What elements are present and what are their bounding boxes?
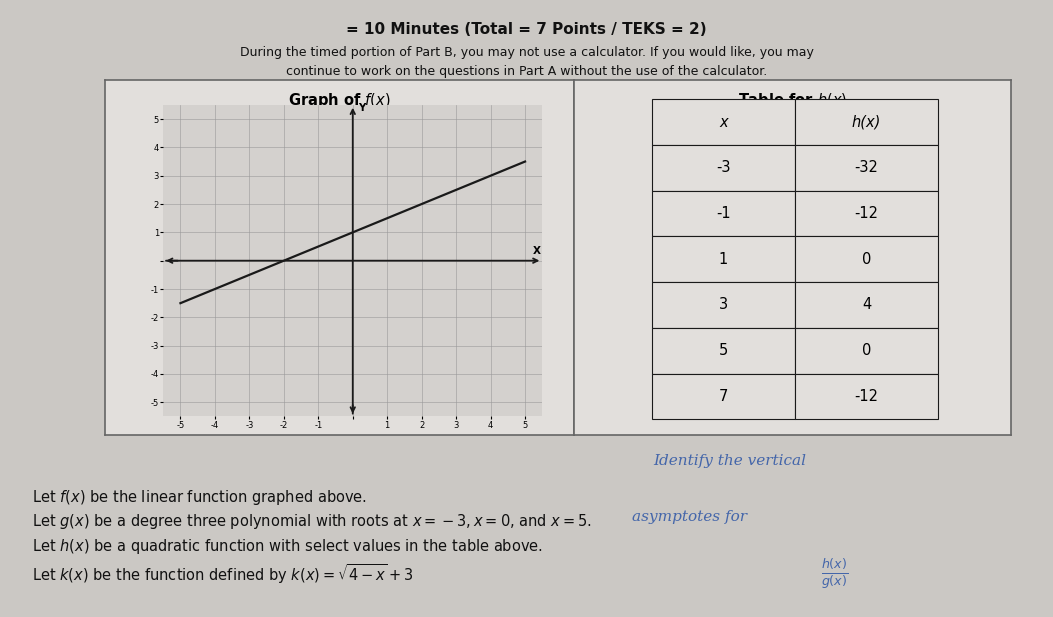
Text: During the timed portion of Part B, you may not use a calculator. If you would l: During the timed portion of Part B, you … xyxy=(240,46,813,59)
Text: X: X xyxy=(533,246,541,255)
Text: Y: Y xyxy=(358,102,365,112)
Text: Graph of $f(x)$: Graph of $f(x)$ xyxy=(289,91,391,110)
Text: = 10 Minutes (Total = 7 Points / TEKS = 2): = 10 Minutes (Total = 7 Points / TEKS = … xyxy=(346,22,707,36)
Text: asymptotes for: asymptotes for xyxy=(632,510,747,524)
Text: Table for $h(x)$: Table for $h(x)$ xyxy=(738,91,847,109)
Text: Let $g(x)$ be a degree three polynomial with roots at $x=-3, x=0$, and $x=5$.: Let $g(x)$ be a degree three polynomial … xyxy=(32,512,592,531)
Text: Let $h(x)$ be a quadratic function with select values in the table above.: Let $h(x)$ be a quadratic function with … xyxy=(32,537,542,557)
Text: Let $f(x)$ be the linear function graphed above.: Let $f(x)$ be the linear function graphe… xyxy=(32,489,366,507)
Text: $\frac{h(x)}{g(x)}$: $\frac{h(x)}{g(x)}$ xyxy=(821,558,849,592)
Text: continue to work on the questions in Part A without the use of the calculator.: continue to work on the questions in Par… xyxy=(285,65,768,78)
Text: Identify the vertical: Identify the vertical xyxy=(653,454,806,468)
Text: Let $k(x)$ be the function defined by $k(x) = \sqrt{4-x}+3$: Let $k(x)$ be the function defined by $k… xyxy=(32,563,414,586)
